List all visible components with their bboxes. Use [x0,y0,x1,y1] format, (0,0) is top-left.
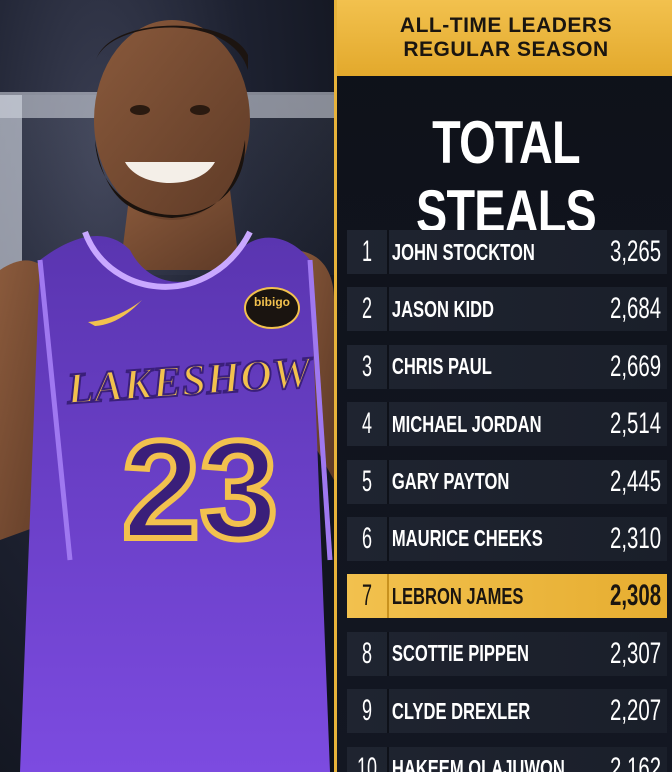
leader-name: CHRIS PAUL [391,353,492,380]
leader-rank: 3 [361,349,373,383]
row-divider [387,631,389,676]
patch-text: bibigo [254,295,290,309]
leader-name: HAKEEM OLAJUWON [391,755,565,772]
leader-row: 4 MICHAEL JORDAN 2,514 [347,402,667,447]
leader-steals: 2,514 [609,407,661,441]
leader-name: MICHAEL JORDAN [391,410,542,437]
leader-rank: 4 [361,407,373,441]
leader-rank: 8 [361,636,373,670]
leader-steals: 2,162 [609,751,661,772]
leader-row: 3 CHRIS PAUL 2,669 [347,344,667,389]
leader-row: 9 CLYDE DREXLER 2,207 [347,689,667,734]
row-divider [387,459,389,504]
header-banner: ALL-TIME LEADERS REGULAR SEASON [337,0,672,76]
leader-rank: 6 [361,521,373,555]
leader-steals: 2,207 [609,694,661,728]
leader-steals: 2,445 [609,464,661,498]
leader-name: JOHN STOCKTON [391,238,535,265]
stat-title: TOTAL STEALS [416,109,597,245]
leader-name: GARY PAYTON [391,468,510,495]
leader-row: 6 MAURICE CHEEKS 2,310 [347,516,667,561]
leader-row: 7 LEBRON JAMES 2,308 [347,574,667,619]
leader-steals: 2,684 [609,292,661,326]
leader-rank: 1 [361,235,373,268]
leader-name: JASON KIDD [391,295,495,322]
leader-rank: 5 [361,464,373,498]
banner-line-1: ALL-TIME LEADERS [399,14,613,37]
player-illustration: bibigo LAKESHOW 23 [0,20,334,772]
row-divider [387,689,389,734]
leader-name: CLYDE DREXLER [391,697,531,724]
leader-steals: 3,265 [609,235,661,268]
leader-steals: 2,307 [609,636,661,670]
row-divider [387,230,389,274]
leader-rank: 9 [361,694,373,728]
leader-name: MAURICE CHEEKS [391,525,543,552]
row-divider [387,746,389,772]
leader-rank: 2 [361,292,373,326]
leader-steals: 2,308 [609,579,661,613]
row-divider [387,402,389,447]
backboard-edge [0,95,22,270]
row-divider [387,344,389,389]
leader-row: 8 SCOTTIE PIPPEN 2,307 [347,631,667,676]
leader-name: SCOTTIE PIPPEN [391,640,529,667]
row-divider [387,574,389,619]
row-divider [387,287,389,332]
leader-rank: 7 [361,579,373,613]
leader-row: 1 JOHN STOCKTON 3,265 [347,230,667,274]
leader-steals: 2,669 [609,349,661,383]
leaders-list: 1 JOHN STOCKTON 3,265 2 JASON KIDD 2,684 3 CHRI… [347,230,667,772]
banner-line-2: REGULAR SEASON [403,38,609,61]
leaderboard-panel: ALL-TIME LEADERS REGULAR SEASON TOTAL ST… [334,0,672,772]
leader-row: 10 HAKEEM OLAJUWON 2,162 [347,746,667,772]
row-divider [387,516,389,561]
player-photo: bibigo LAKESHOW 23 [0,0,334,772]
leader-name: LEBRON JAMES [391,582,524,609]
leader-rank: 10 [356,751,378,772]
leader-row: 5 GARY PAYTON 2,445 [347,459,667,504]
leader-steals: 2,310 [609,521,661,555]
jersey-number: 23 [122,411,278,568]
leader-row: 2 JASON KIDD 2,684 [347,287,667,332]
